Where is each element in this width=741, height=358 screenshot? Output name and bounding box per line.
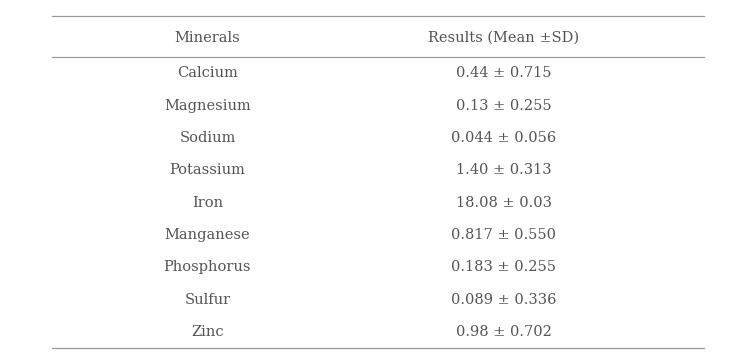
- Text: Sodium: Sodium: [179, 131, 236, 145]
- Text: 0.817 ± 0.550: 0.817 ± 0.550: [451, 228, 556, 242]
- Text: 0.13 ± 0.255: 0.13 ± 0.255: [456, 99, 552, 113]
- Text: Iron: Iron: [192, 195, 223, 210]
- Text: 18.08 ± 0.03: 18.08 ± 0.03: [456, 195, 552, 210]
- Text: Calcium: Calcium: [177, 67, 238, 81]
- Text: 0.183 ± 0.255: 0.183 ± 0.255: [451, 260, 556, 274]
- Text: Results (Mean ±SD): Results (Mean ±SD): [428, 30, 579, 45]
- Text: Minerals: Minerals: [175, 30, 240, 45]
- Text: 0.089 ± 0.336: 0.089 ± 0.336: [451, 292, 556, 306]
- Text: Magnesium: Magnesium: [164, 99, 251, 113]
- Text: 0.98 ± 0.702: 0.98 ± 0.702: [456, 325, 552, 339]
- Text: 0.044 ± 0.056: 0.044 ± 0.056: [451, 131, 556, 145]
- Text: Zinc: Zinc: [191, 325, 224, 339]
- Text: Phosphorus: Phosphorus: [164, 260, 251, 274]
- Text: 0.44 ± 0.715: 0.44 ± 0.715: [456, 67, 551, 81]
- Text: Manganese: Manganese: [165, 228, 250, 242]
- Text: 1.40 ± 0.313: 1.40 ± 0.313: [456, 163, 552, 177]
- Text: Potassium: Potassium: [170, 163, 245, 177]
- Text: Sulfur: Sulfur: [185, 292, 230, 306]
